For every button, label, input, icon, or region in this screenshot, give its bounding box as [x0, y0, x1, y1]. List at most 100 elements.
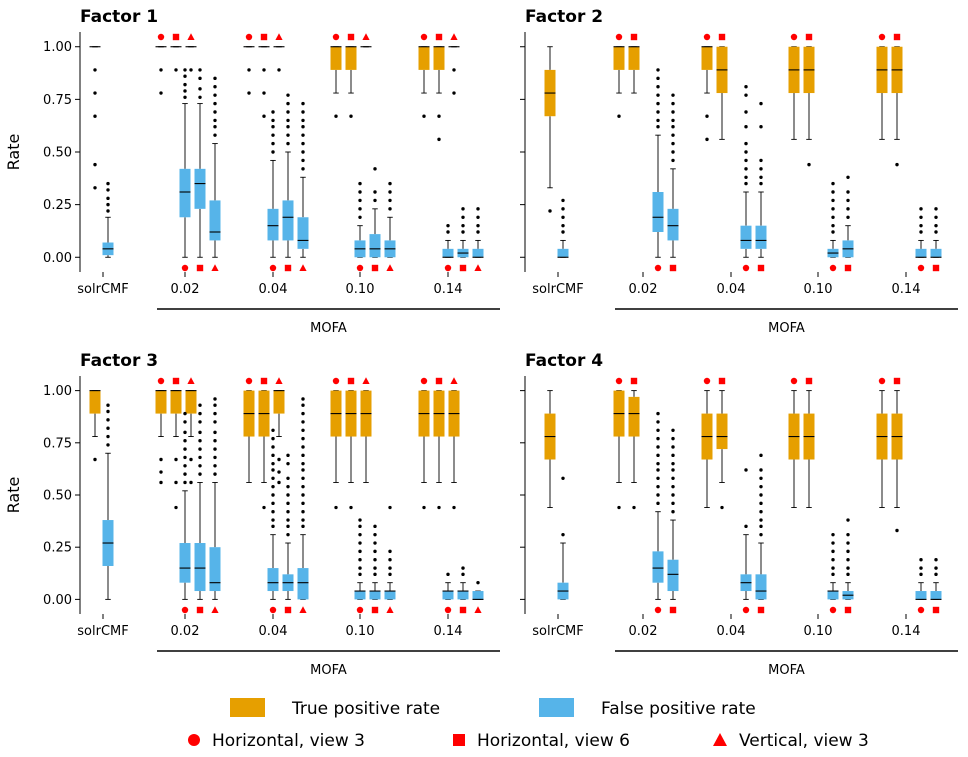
outlier-point — [183, 89, 187, 93]
outlier-point — [198, 76, 202, 81]
box-iqr — [472, 248, 484, 258]
outlier-point — [759, 524, 763, 529]
legend-fpr-swatch — [539, 698, 574, 717]
marker-circle — [654, 264, 662, 272]
box-0.04-horizontal-view-3 — [701, 390, 713, 508]
outlier-point — [174, 480, 178, 485]
box-0.02-vertical-view-3 — [209, 397, 221, 600]
legend-fpr-label: False positive rate — [601, 699, 756, 719]
box-0.14-horizontal-view-3 — [418, 46, 430, 118]
outlier-point — [388, 549, 392, 554]
outlier-point — [334, 505, 338, 510]
outlier-point — [744, 150, 748, 154]
outlier-point — [548, 209, 552, 213]
outlier-point — [671, 118, 675, 123]
box-iqr — [282, 200, 294, 241]
outlier-point — [373, 167, 377, 171]
outlier-point — [452, 505, 456, 510]
box-0.02-horizontal-view-3 — [613, 46, 625, 118]
marker-square — [757, 264, 765, 272]
marker-triangle — [275, 377, 283, 384]
outlier-point — [846, 558, 850, 562]
box-iqr — [209, 547, 221, 592]
panel-factor-3: Factor 3 0.00 0.25 0.50 0.75 1.00 Rate solrCMF 0… — [4, 351, 500, 678]
outlier-point — [301, 484, 305, 489]
outlier-point — [846, 175, 850, 179]
outlier-point — [183, 447, 187, 451]
outlier-point — [213, 464, 217, 468]
outlier-point — [919, 223, 923, 228]
legend-square-marker — [453, 734, 465, 746]
outlier-point — [106, 418, 110, 422]
outlier-point — [831, 558, 835, 562]
method-label: MOFA — [310, 663, 347, 678]
outlier-point — [271, 150, 275, 154]
outlier-point — [93, 186, 97, 190]
box-0.04-horizontal-view-3 — [267, 428, 279, 600]
x-tick-label: 0.14 — [892, 282, 921, 297]
y-tick-label: 0.75 — [43, 93, 72, 108]
outlier-point — [198, 430, 202, 435]
box-0.02-vertical-view-3 — [185, 46, 197, 72]
outlier-point — [271, 110, 275, 114]
outlier-point — [213, 447, 217, 451]
box-iqr — [267, 208, 279, 241]
outlier-point — [452, 68, 456, 72]
outlier-point — [561, 223, 565, 228]
outlier-point — [671, 453, 675, 458]
outlier-point — [334, 114, 338, 118]
outlier-point — [671, 158, 675, 163]
outlier-point — [846, 518, 850, 522]
outlier-point — [476, 215, 480, 219]
box-iqr — [915, 248, 927, 258]
marker-circle — [269, 606, 277, 614]
marker-circle — [742, 264, 750, 272]
marker-square — [718, 33, 726, 41]
box-iqr — [297, 217, 309, 249]
outlier-point — [247, 68, 251, 72]
box-iqr — [89, 390, 101, 414]
box-0.14-horizontal-view-3 — [442, 572, 454, 600]
marker-circle — [420, 377, 428, 385]
outlier-point — [271, 468, 275, 472]
outlier-point — [919, 572, 923, 577]
box-0.02-horizontal-view-3 — [155, 46, 167, 95]
box-iqr — [273, 390, 285, 414]
outlier-point — [671, 101, 675, 106]
outlier-point — [476, 207, 480, 211]
marker-circle — [332, 33, 340, 41]
outlier-point — [671, 476, 675, 480]
outlier-point — [919, 207, 923, 211]
outlier-point — [759, 518, 763, 522]
outlier-point — [671, 110, 675, 114]
outlier-point — [671, 468, 675, 472]
outlier-point — [656, 85, 660, 89]
outlier-point — [213, 397, 217, 401]
outlier-point — [671, 510, 675, 514]
box-0.04-horizontal-view-3 — [243, 390, 255, 483]
outlier-point — [189, 68, 193, 72]
outlier-point — [301, 150, 305, 154]
box-0.04-vertical-view-3 — [297, 397, 309, 600]
box-0.02-horizontal-view-6 — [170, 390, 182, 510]
outlier-point — [759, 158, 763, 163]
method-label: MOFA — [310, 321, 347, 336]
marker-circle — [356, 606, 364, 614]
outlier-point — [388, 198, 392, 203]
marker-triangle — [275, 33, 283, 40]
marker-square — [172, 33, 180, 41]
outlier-point — [271, 453, 275, 458]
outlier-point — [262, 114, 266, 118]
marker-circle — [444, 264, 452, 272]
outlier-point — [358, 541, 362, 545]
outlier-point — [301, 436, 305, 441]
box-iqr — [667, 559, 679, 592]
box-0.02-horizontal-view-3 — [155, 390, 167, 485]
outlier-point — [934, 230, 938, 234]
box-iqr — [384, 591, 396, 600]
panel-factor-1: Factor 1 0.00 0.25 0.50 0.75 1.00 Rate solrCMF 0… — [4, 7, 500, 336]
outlier-point — [452, 91, 456, 95]
marker-circle — [615, 33, 623, 41]
box-iqr — [628, 46, 640, 70]
box-iqr — [369, 591, 381, 600]
